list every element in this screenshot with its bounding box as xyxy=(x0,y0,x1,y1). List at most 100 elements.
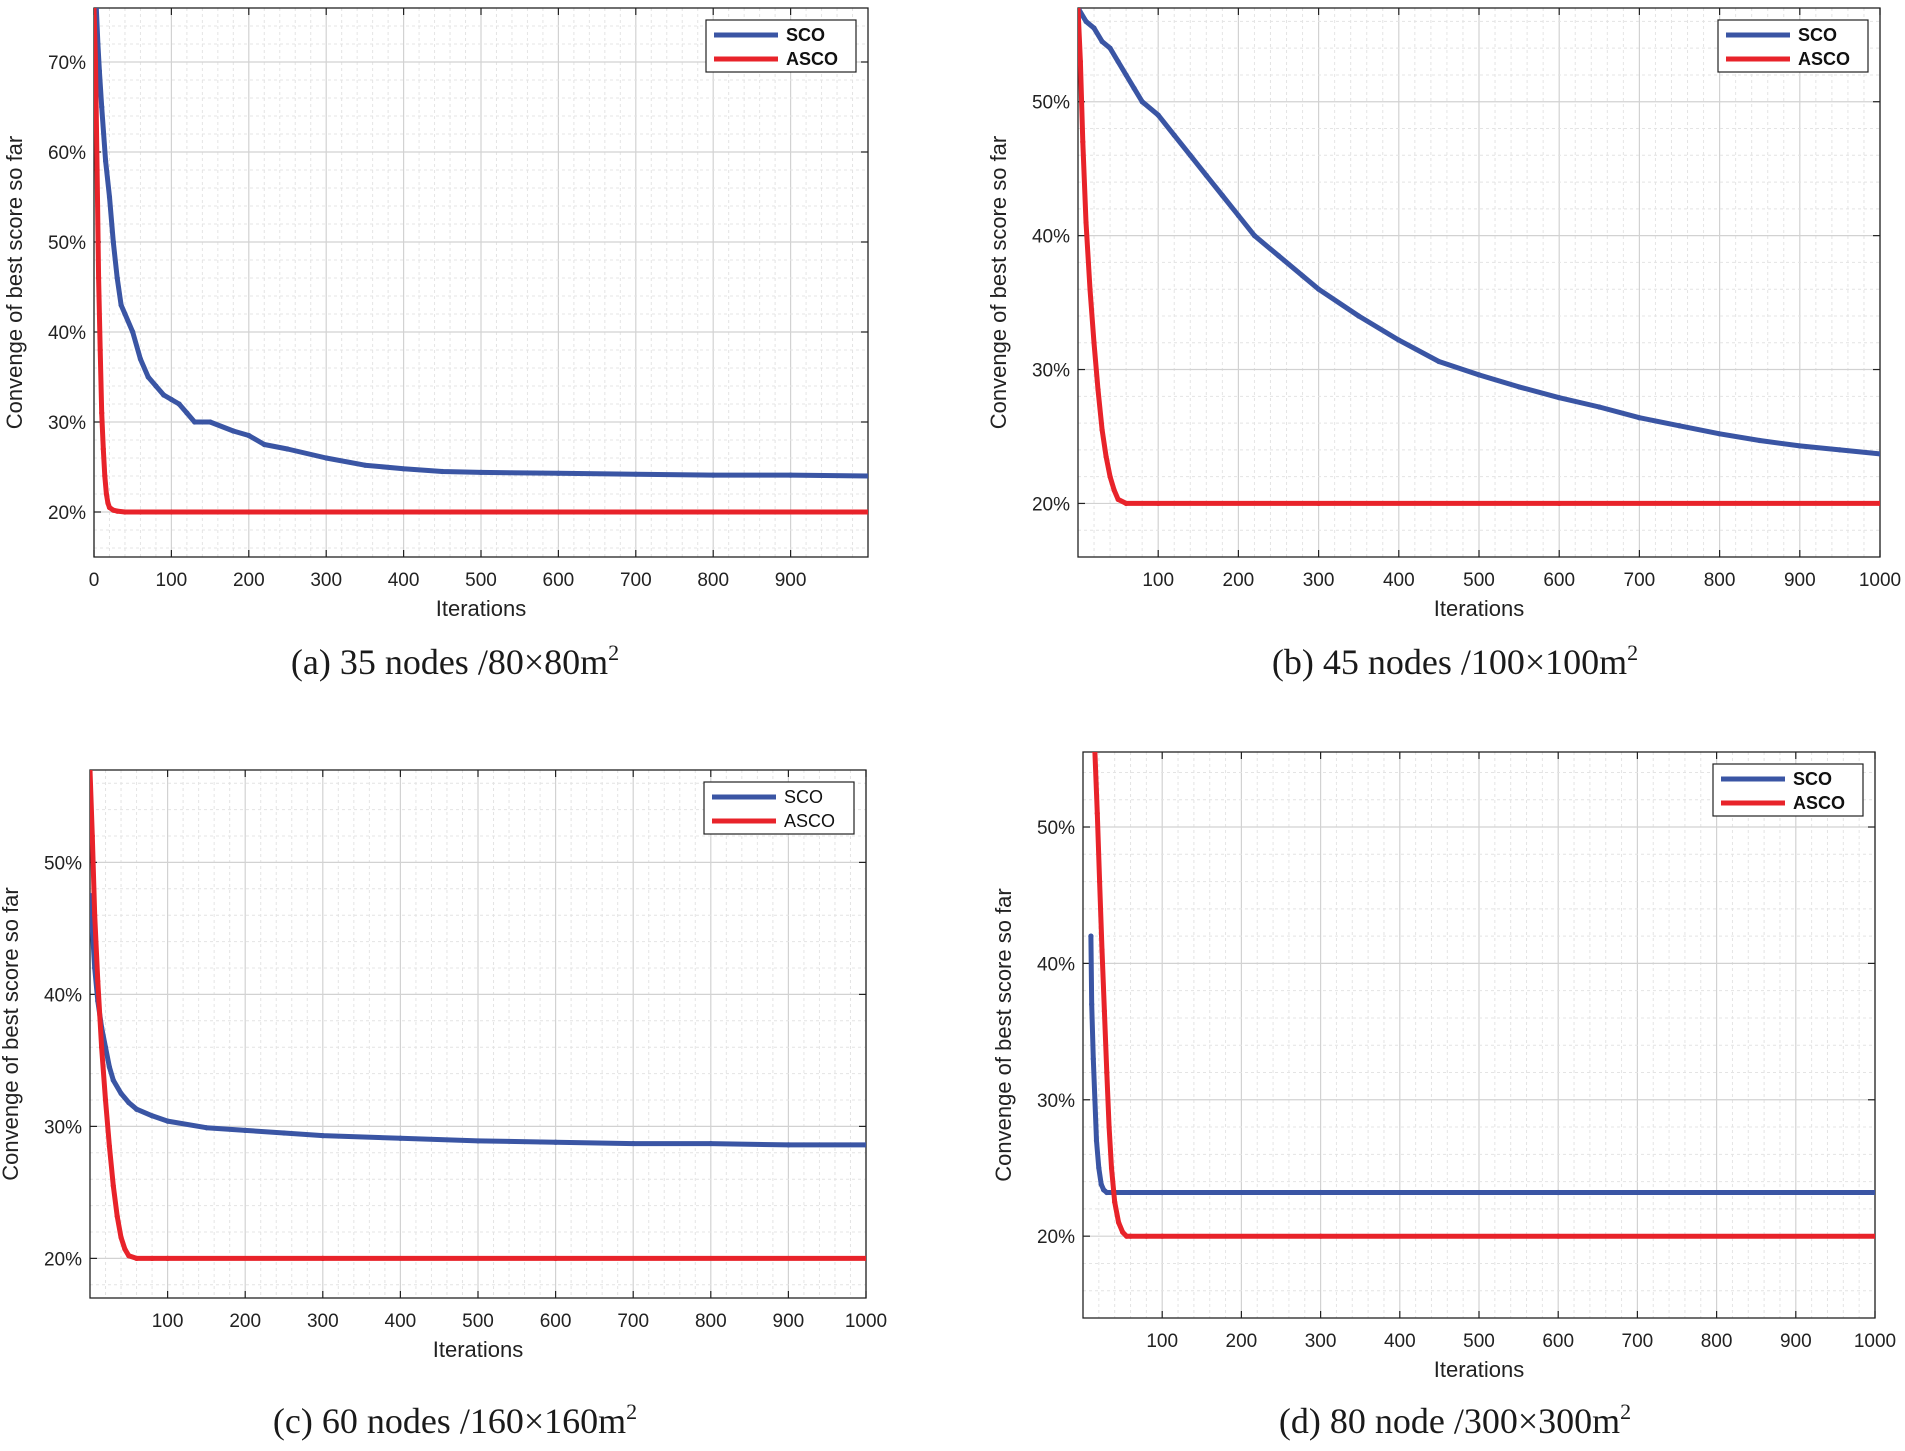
chart-d-x-axis-label: Iterations xyxy=(1434,1357,1525,1382)
chart-b-series-sco-point xyxy=(1219,192,1225,199)
chart-a-x-tick-label: 600 xyxy=(543,570,575,591)
chart-a-series-asco-point xyxy=(555,509,562,515)
chart-b-series-sco-point xyxy=(1837,447,1843,453)
chart-d-series-asco-point xyxy=(1094,810,1100,816)
chart-a-caption-sup: 2 xyxy=(608,640,619,665)
chart-a-series-sco-point xyxy=(106,194,113,200)
chart-d-x-tick-label: 500 xyxy=(1463,1331,1495,1352)
chart-b-series-sco-point xyxy=(1476,372,1482,378)
chart-b-series-sco-point xyxy=(1203,172,1209,178)
chart-d-series-sco-point xyxy=(1088,933,1094,939)
chart-d-series-sco-point xyxy=(1318,1189,1324,1196)
chart-a-series-asco-markers xyxy=(94,8,868,515)
chart-b-x-tick-label: 600 xyxy=(1543,570,1575,591)
chart-b-y-tick-label: 50% xyxy=(1032,93,1070,114)
chart-c-series-asco-point xyxy=(133,1255,140,1261)
chart-c-series-sco-point xyxy=(475,1138,481,1144)
chart-b-series-sco-markers xyxy=(1078,8,1880,457)
chart-b-legend-label-asco: ASCO xyxy=(1798,49,1850,69)
chart-a-x-tick-label: 700 xyxy=(620,570,652,591)
chart-b-series-sco-point xyxy=(1235,212,1241,219)
chart-d-x-tick-label: 100 xyxy=(1146,1331,1178,1352)
chart-b-series-asco-point xyxy=(1083,219,1089,225)
chart-b-series-sco-point xyxy=(1091,25,1097,31)
chart-d-series-asco-point xyxy=(1143,1233,1149,1239)
chart-b-series-sco-point xyxy=(1275,253,1282,259)
chart-a-series-sco-point xyxy=(184,410,190,416)
chart-d-series-sco-point xyxy=(1127,1189,1134,1196)
chart-a-series-asco-point xyxy=(96,275,102,281)
chart-b-y-axis-label: Convenge of best score so far xyxy=(986,136,1011,430)
chart-a-series-sco-point xyxy=(788,472,794,478)
chart-a-x-tick-label: 300 xyxy=(310,570,342,591)
chart-d-legend-label-sco: SCO xyxy=(1793,769,1832,789)
chart-c-y-tick-label: 50% xyxy=(44,853,82,874)
chart-c-series-sco-point xyxy=(553,1139,559,1145)
chart-a-x-tick-label: 400 xyxy=(388,570,420,591)
chart-a-series-asco-point xyxy=(94,167,100,173)
chart-b-series-sco-point xyxy=(1099,38,1105,45)
chart-c-series-asco-point xyxy=(92,912,98,918)
chart-b: 100 200 300 400 500 600 700 800 900 1000 20% 30% 40%… xyxy=(986,7,1901,682)
chart-a-grid xyxy=(93,7,869,557)
chart-c-series-sco-point xyxy=(630,1140,636,1147)
chart-d-x-tick-label: 700 xyxy=(1622,1331,1654,1352)
chart-b-series-sco-point xyxy=(1139,99,1145,105)
chart-c-series-asco-line xyxy=(90,770,866,1261)
chart-b-series-asco-point xyxy=(1115,496,1121,503)
chart-d-x-tick-label: 900 xyxy=(1780,1331,1812,1352)
chart-b-legend: SCO ASCO xyxy=(1717,19,1869,73)
chart-c-series-sco-point xyxy=(102,1044,109,1050)
chart-a-x-tick-label: 200 xyxy=(233,570,265,591)
chart-d-series-sco-point xyxy=(1555,1189,1561,1196)
chart-a-series-sco-point xyxy=(103,158,109,164)
chart-c-series-asco-point xyxy=(95,978,101,984)
chart-d-series-sco-point xyxy=(1089,1001,1095,1007)
chart-a-series-asco-point xyxy=(137,509,144,515)
chart-b-caption-text: (b) 45 nodes /100×100m xyxy=(1272,642,1627,682)
chart-c-series-asco-point xyxy=(149,1255,155,1261)
chart-c-caption: (c) 60 nodes /160×160m2 xyxy=(273,1399,637,1441)
chart-d-series-asco-point xyxy=(1159,1233,1165,1239)
chart-a-y-tick-label: 70% xyxy=(48,53,86,74)
chart-b-series-sco-point xyxy=(1636,415,1642,421)
chart-a-series-sco-point xyxy=(130,329,136,335)
chart-d-legend-box xyxy=(1712,763,1864,817)
chart-a-series-sco-point xyxy=(153,383,159,389)
chart-c-caption-sup: 2 xyxy=(626,1399,637,1424)
chart-c-x-axis-label: Iterations xyxy=(433,1337,524,1362)
chart-d-caption: (d) 80 node /300×300m2 xyxy=(1279,1399,1631,1441)
chart-d-series-sco-point xyxy=(1096,1165,1102,1171)
chart-c-series-sco-point xyxy=(133,1106,140,1112)
chart-b-series-sco-point xyxy=(1299,273,1306,279)
chart-d-series-asco-point xyxy=(1108,1165,1115,1171)
chart-c: 100 200 300 400 500 600 700 800 900 1000 20% 30% 40%… xyxy=(0,769,887,1441)
chart-c-legend-label-asco: ASCO xyxy=(784,811,835,831)
chart-c-series-asco-point xyxy=(118,1234,124,1240)
chart-c-series-sco-point xyxy=(785,1142,792,1148)
chart-c-series-asco-point xyxy=(320,1255,326,1261)
chart-b-series-asco-point xyxy=(1078,58,1084,65)
chart-a-series-sco-point xyxy=(110,239,116,245)
chart-b-series-asco-point xyxy=(1316,500,1322,507)
chart-b-series-asco-point xyxy=(1095,387,1101,393)
chart-d-series-asco-point xyxy=(1116,1219,1122,1226)
chart-b-x-tick-label: 200 xyxy=(1223,570,1255,591)
chart-c-legend-label-sco: SCO xyxy=(784,787,823,807)
chart-a-y-axis-label: Convenge of best score so far xyxy=(2,136,27,430)
chart-a-series-sco-point xyxy=(118,302,124,308)
chart-d-x-tick-label: 400 xyxy=(1384,1331,1416,1352)
chart-c-series-asco-point xyxy=(106,1143,112,1149)
chart-d-series-asco-point xyxy=(1112,1199,1118,1205)
chart-b-series-group xyxy=(1078,8,1880,507)
chart-a-series-sco-point xyxy=(137,356,144,362)
chart-a-series-asco-point xyxy=(710,509,716,515)
chart-d: 100 200 300 400 500 600 700 800 900 1000 20% 30% 40%… xyxy=(991,751,1896,1441)
chart-b-series-sco-point xyxy=(1083,18,1089,24)
chart-b-series-asco-point xyxy=(1155,500,1161,507)
chart-d-series-asco-point xyxy=(1099,947,1105,953)
chart-c-series-asco-point xyxy=(99,1044,105,1050)
chart-c-series-sco-point xyxy=(863,1142,866,1148)
chart-a-series-sco-point xyxy=(710,472,716,478)
